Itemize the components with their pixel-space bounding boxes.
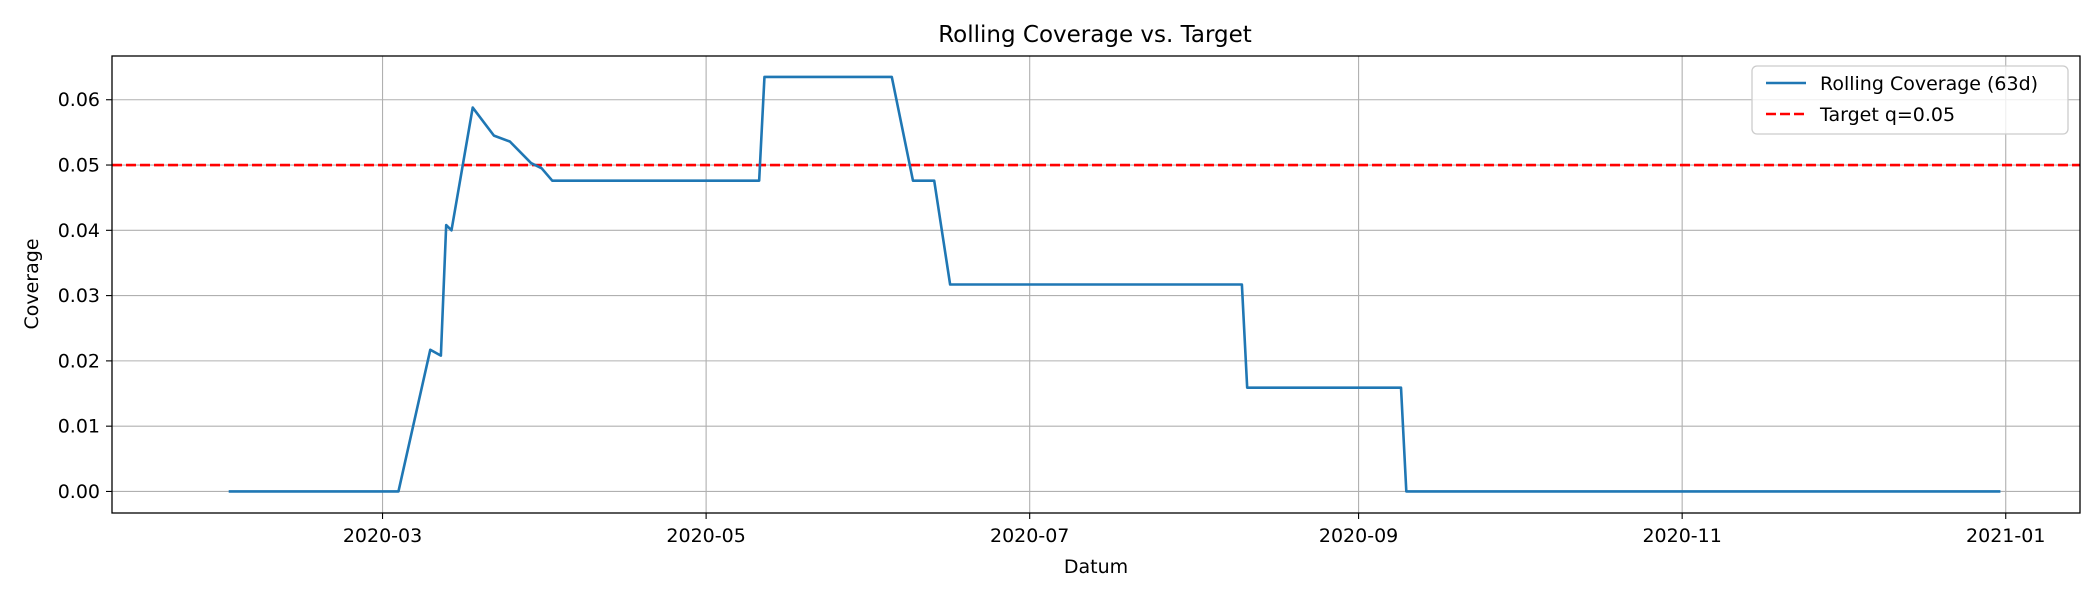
x-axis: 2020-03 2020-05 2020-07 2020-09 2020-11 2021-… — [343, 513, 2045, 547]
x-tick-label: 2020-07 — [990, 525, 1069, 547]
series-line-rolling-coverage — [228, 75, 2001, 493]
x-tick-label: 2021-01 — [1966, 525, 2045, 547]
y-axis-label: Coverage — [21, 238, 43, 329]
y-tick-label: 0.03 — [58, 285, 100, 307]
legend-label-rolling-coverage: Rolling Coverage (63d) — [1820, 73, 2038, 95]
legend: Rolling Coverage (63d) Target q=0.05 — [1751, 65, 2069, 135]
x-tick-label: 2020-03 — [343, 525, 422, 547]
y-tick-label: 0.05 — [58, 155, 100, 177]
legend-label-target: Target q=0.05 — [1819, 104, 1955, 126]
x-tick-label: 2020-09 — [1319, 525, 1398, 547]
y-tick-label: 0.01 — [58, 416, 100, 438]
plot-frame — [111, 55, 2081, 514]
y-tick-label: 0.04 — [58, 220, 100, 242]
chart-title: Rolling Coverage vs. Target — [938, 22, 1252, 48]
plot-area — [111, 55, 2081, 514]
legend-frame — [1751, 65, 2069, 135]
y-tick-label: 0.00 — [58, 481, 100, 503]
x-axis-label: Datum — [1064, 556, 1128, 578]
y-tick-label: 0.02 — [58, 350, 100, 372]
y-tick-label: 0.06 — [58, 89, 100, 111]
series-layer — [228, 75, 2001, 493]
x-tick-label: 2020-11 — [1642, 525, 1721, 547]
x-tick-label: 2020-05 — [666, 525, 745, 547]
y-axis: 0.00 0.01 0.02 0.03 0.04 0.05 0.06 — [58, 89, 112, 503]
